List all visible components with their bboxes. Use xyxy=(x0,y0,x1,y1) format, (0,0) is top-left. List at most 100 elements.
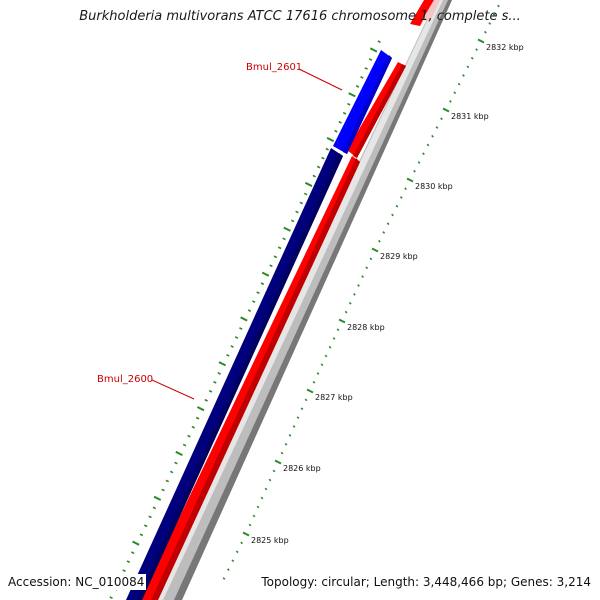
inner-tick xyxy=(269,264,273,268)
inner-tick xyxy=(355,84,360,88)
inner-tick xyxy=(175,450,183,456)
scale-minor-tick xyxy=(422,152,425,156)
scale-minor-tick xyxy=(324,354,328,358)
scale-label: 2830 kbp xyxy=(415,182,453,191)
inner-tick xyxy=(143,524,148,528)
inner-tick xyxy=(230,345,234,348)
scale-minor-tick xyxy=(304,398,308,402)
inner-tick xyxy=(148,515,152,519)
scale-minor-tick xyxy=(332,337,336,340)
inner-tick xyxy=(261,271,270,277)
scale-minor-tick xyxy=(426,143,430,147)
outer-ticks xyxy=(222,4,500,580)
gene-label-bmul-2600[interactable]: Bmul_2600 xyxy=(97,374,153,385)
scale-label: 2828 kbp xyxy=(347,323,385,332)
scale-minor-tick xyxy=(484,30,487,34)
scale-major-tick xyxy=(371,247,379,253)
scale-major-tick xyxy=(477,38,485,44)
scale-minor-tick xyxy=(457,82,461,86)
reverse-gene-bmul-2600-edge xyxy=(137,153,343,600)
scale-minor-tick xyxy=(378,239,381,243)
scale-minor-tick xyxy=(268,478,272,482)
inner-tick xyxy=(208,389,213,393)
inner-tick xyxy=(256,291,260,295)
scale-label: 2829 kbp xyxy=(380,252,418,261)
inner-tick xyxy=(260,282,265,286)
scale-major-tick xyxy=(242,531,250,537)
inner-tick xyxy=(174,461,178,465)
scale-minor-tick xyxy=(222,577,226,580)
scale-minor-tick xyxy=(431,134,434,138)
scale-minor-tick xyxy=(252,514,256,518)
scale-minor-tick xyxy=(284,442,288,446)
scale-minor-tick xyxy=(231,559,235,563)
scale-minor-tick xyxy=(240,541,243,545)
inner-tick xyxy=(234,336,239,339)
scale-minor-tick xyxy=(413,169,416,173)
bmul-2601-leader xyxy=(298,68,343,91)
scale-minor-tick xyxy=(440,117,443,121)
scale-minor-tick xyxy=(365,266,369,270)
scale-minor-tick xyxy=(312,380,316,384)
scale-major-tick xyxy=(274,459,282,465)
scale-minor-tick xyxy=(296,416,300,419)
inner-tick xyxy=(169,470,174,474)
inner-tick xyxy=(277,246,282,250)
gene-label-bmul-2601[interactable]: Bmul_2601 xyxy=(246,62,302,73)
scale-minor-tick xyxy=(435,126,439,129)
inner-tick xyxy=(338,120,342,124)
scale-label: 2827 kbp xyxy=(315,393,353,402)
inner-tick xyxy=(213,380,217,384)
scale-label: 2832 kbp xyxy=(486,43,524,52)
scale-minor-tick xyxy=(391,213,394,217)
scale-minor-tick xyxy=(492,13,496,17)
inner-tick xyxy=(204,398,208,402)
inner-tick xyxy=(368,58,373,61)
scale-minor-tick xyxy=(488,22,492,25)
forward-gene-top[interactable] xyxy=(410,0,434,26)
inner-tick xyxy=(131,551,135,555)
scale-minor-tick xyxy=(348,301,352,305)
inner-tick xyxy=(377,40,381,44)
scale-minor-tick xyxy=(357,284,360,287)
inner-tick xyxy=(240,316,248,322)
scale-minor-tick xyxy=(328,345,332,349)
inner-tick xyxy=(342,111,347,115)
inner-tick xyxy=(316,165,321,169)
scale-minor-tick xyxy=(462,74,465,77)
scale-minor-tick xyxy=(344,310,348,314)
scale-minor-tick xyxy=(353,293,356,296)
inner-tick xyxy=(252,300,256,304)
scale-minor-tick xyxy=(227,568,230,571)
scale-minor-tick xyxy=(449,100,452,103)
scale-minor-tick xyxy=(386,222,390,226)
scale-minor-tick xyxy=(369,257,373,261)
scale-minor-tick xyxy=(382,231,386,234)
map-title: Burkholderia multivorans ATCC 17616 chro… xyxy=(79,9,521,24)
forward-strand-genes xyxy=(140,0,440,600)
scale-labels: 2825 kbp 2826 kbp 2827 kbp 2828 kbp 2829 kbp… xyxy=(251,43,524,545)
reverse-strand-genes xyxy=(126,50,392,600)
inner-tick xyxy=(304,181,313,187)
reverse-gene-bmul-2601[interactable] xyxy=(333,50,392,154)
inner-tick xyxy=(218,361,227,367)
scale-major-tick xyxy=(442,107,450,113)
scale-minor-tick xyxy=(466,65,470,69)
bmul-2600-leader xyxy=(151,379,195,400)
inner-tick xyxy=(321,156,325,160)
inner-tick xyxy=(126,560,131,564)
forward-gene-top-fade xyxy=(422,0,440,22)
inner-tick xyxy=(247,309,252,313)
inner-tick xyxy=(334,129,338,133)
inner-tick xyxy=(187,434,191,438)
reverse-gene-bmul-2600[interactable] xyxy=(126,148,343,600)
scale-minor-tick xyxy=(453,91,457,95)
scale-major-tick xyxy=(306,388,314,394)
inner-tick xyxy=(360,75,364,79)
forward-gene-main[interactable] xyxy=(140,156,360,600)
scale-minor-tick xyxy=(292,425,296,428)
inner-tick xyxy=(283,226,291,232)
forward-gene-upper-shade xyxy=(353,64,406,158)
scale-minor-tick xyxy=(264,487,268,491)
